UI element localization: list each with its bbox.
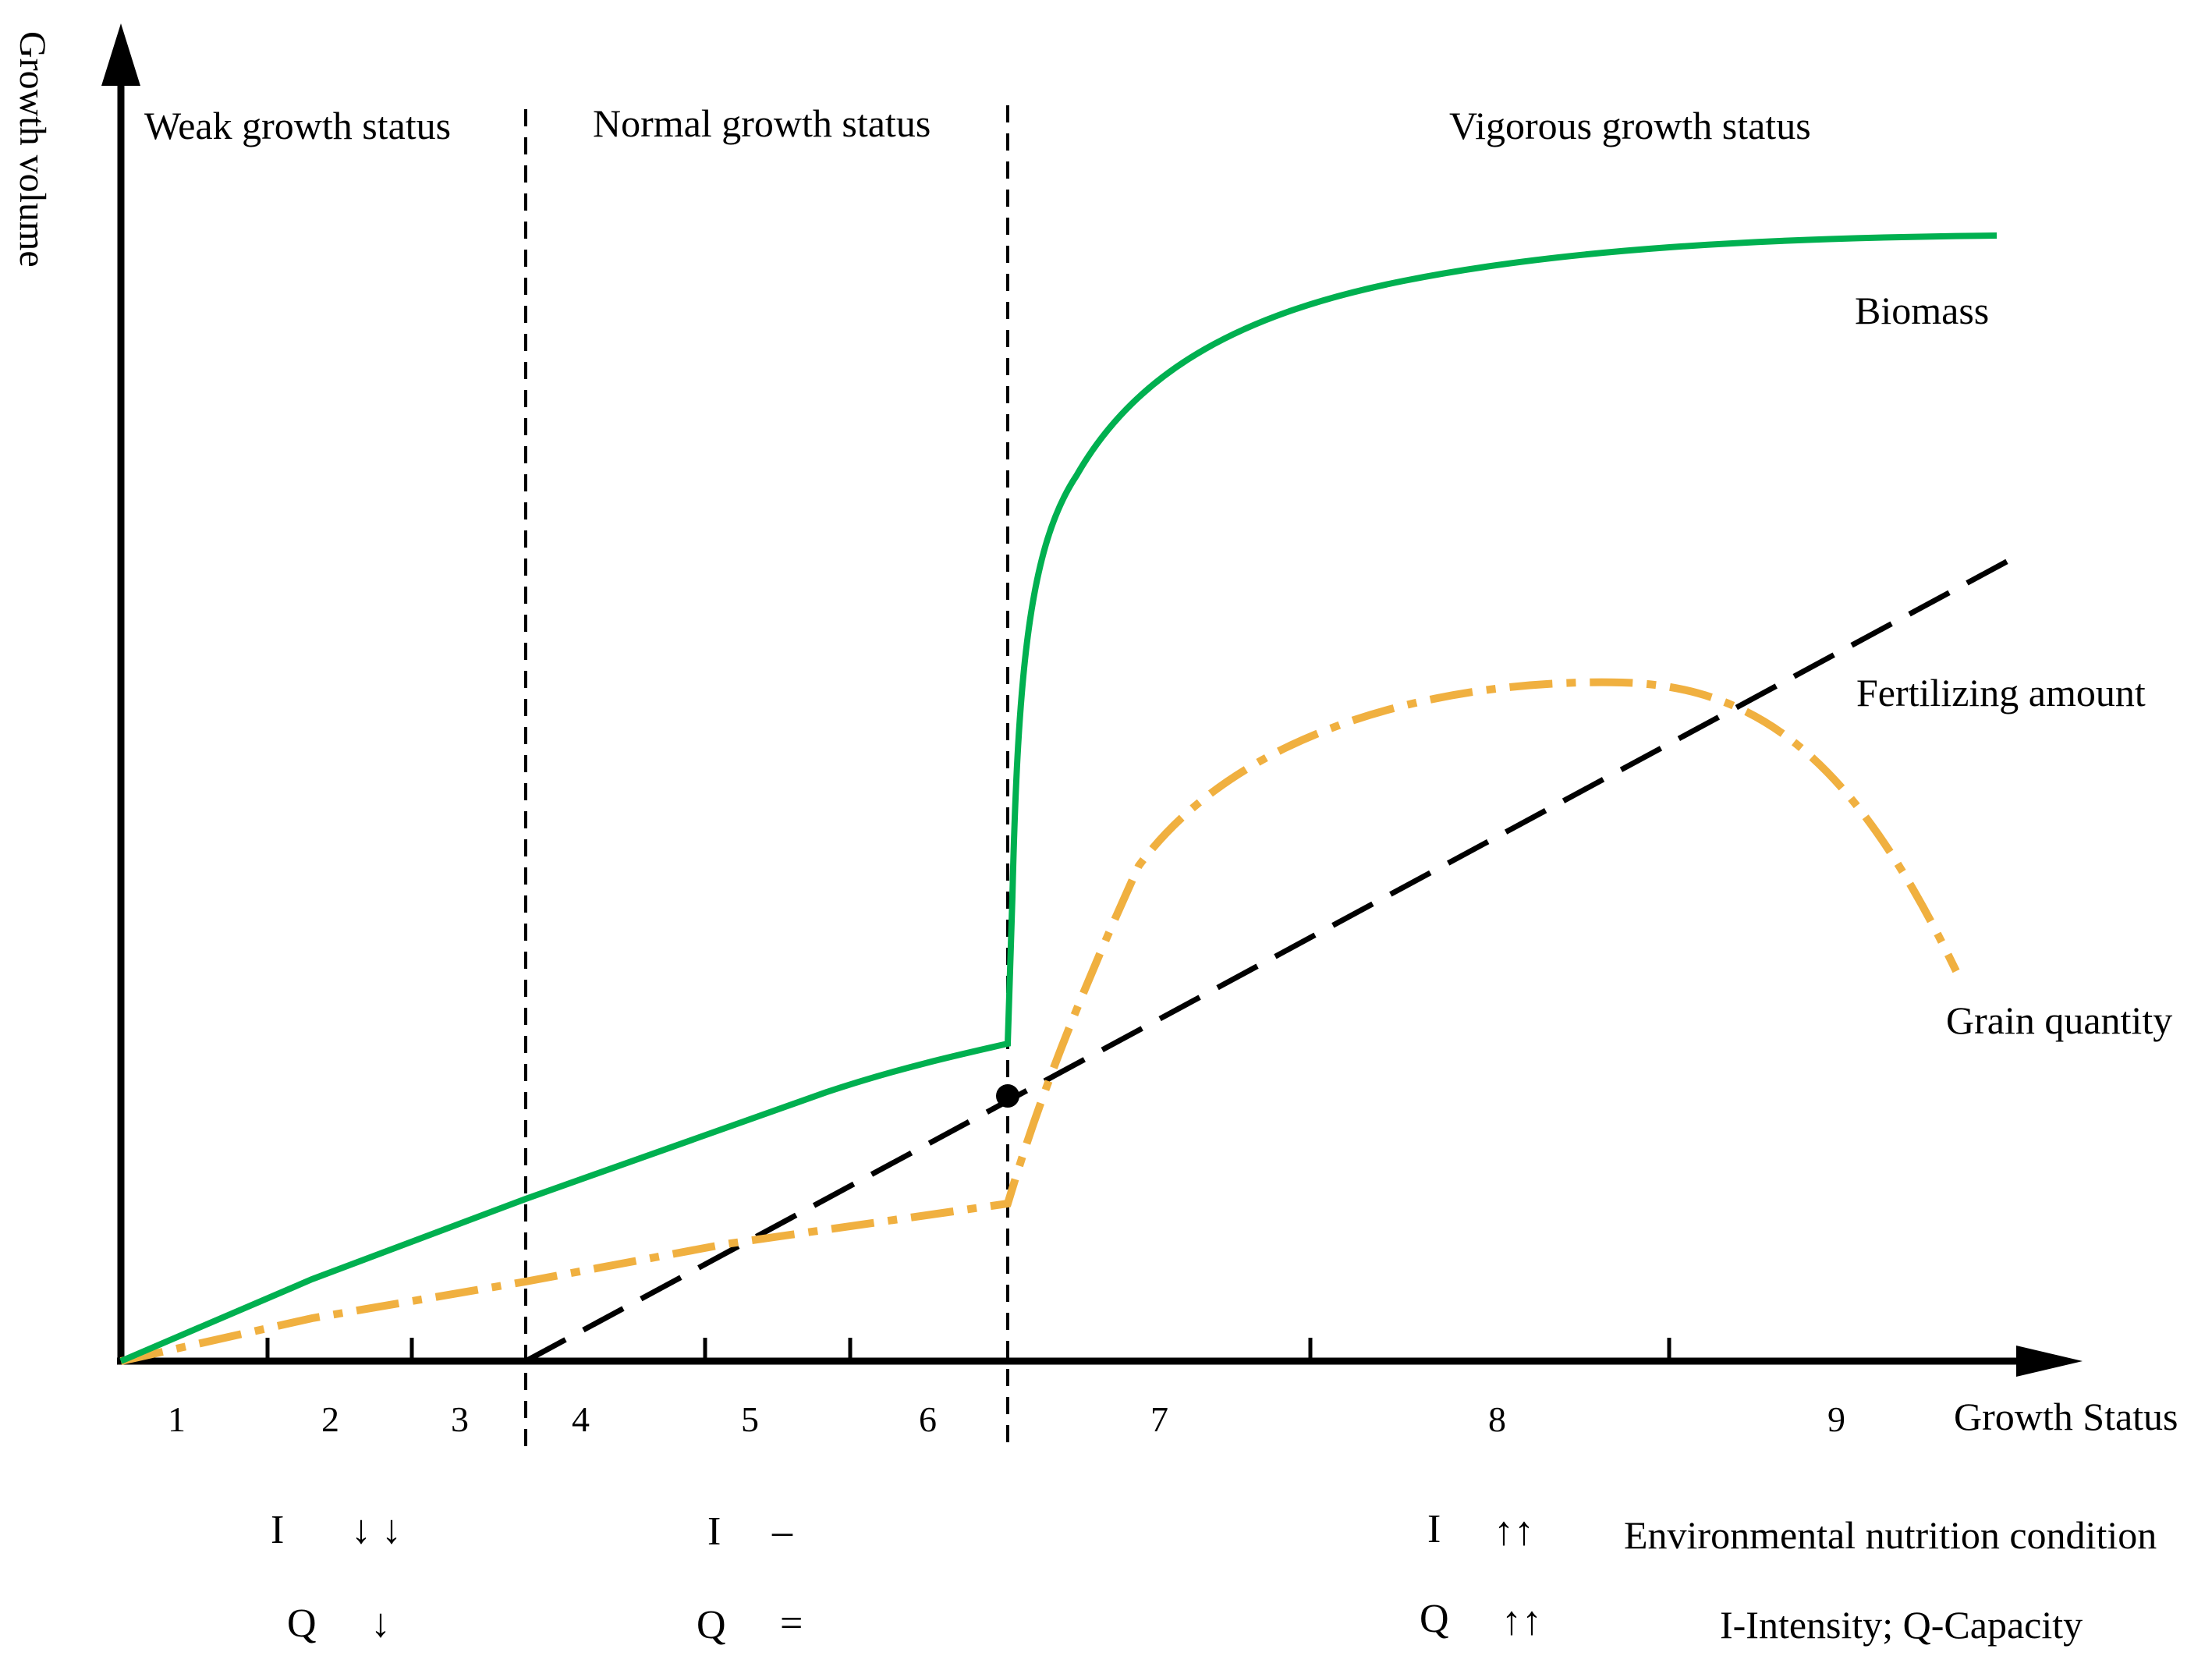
biomass-label: Biomass <box>1855 289 1989 332</box>
capacity-arrows: ↑↑ <box>1501 1599 1542 1643</box>
condition-vigorous: I ↑↑ Q ↑↑ <box>1420 1507 1542 1643</box>
biomass-curve <box>119 232 1998 1364</box>
x-tick-label: 2 <box>321 1399 339 1439</box>
capacity-symbol: Q <box>287 1601 317 1646</box>
x-axis-title: Growth Status <box>1954 1395 2178 1438</box>
intensity-symbol: I <box>1427 1507 1441 1551</box>
capacity-symbol: Q <box>697 1603 726 1647</box>
x-tick-label: 1 <box>168 1399 186 1439</box>
x-tick-label: 8 <box>1488 1399 1506 1439</box>
x-tick-label: 6 <box>919 1399 937 1439</box>
x-axis-ticks <box>265 1338 1671 1361</box>
grain-quantity-label: Grain quantity <box>1946 998 2172 1042</box>
x-tick-label: 9 <box>1827 1399 1845 1439</box>
fertilizing-amount-label: Fertilizing amount <box>1856 671 2146 714</box>
intersection-point <box>996 1084 1019 1108</box>
x-tick-label: 4 <box>572 1399 590 1439</box>
zone-label-weak: Weak growth status <box>144 104 451 147</box>
environmental-condition-note: Environmental nutrition condition <box>1624 1513 2157 1557</box>
intensity-capacity-definition: I-Intensity; Q-Capacity <box>1720 1603 2083 1647</box>
y-axis-arrowhead <box>101 23 140 86</box>
capacity-symbol: Q <box>1420 1597 1449 1641</box>
zone-label-normal: Normal growth status <box>593 101 931 145</box>
x-axis-arrowhead <box>2016 1346 2083 1377</box>
x-tick-label: 5 <box>741 1399 759 1439</box>
condition-weak: I ↓ ↓ Q ↓ <box>271 1508 402 1646</box>
x-tick-labels: 1 2 3 4 5 6 7 8 9 <box>168 1399 1845 1439</box>
zone-label-vigorous: Vigorous growth status <box>1449 104 1811 147</box>
intensity-arrows: – <box>771 1509 793 1554</box>
condition-normal: I – Q = <box>697 1509 803 1647</box>
grain-quantity-curve <box>119 678 1960 1365</box>
capacity-arrows: ↓ <box>370 1601 391 1646</box>
y-axis-title: Growth volume <box>12 31 53 268</box>
fertilizing-amount-curve <box>524 549 2026 1364</box>
intensity-symbol: I <box>707 1509 721 1554</box>
x-tick-label: 3 <box>451 1399 469 1439</box>
x-tick-label: 7 <box>1150 1399 1168 1439</box>
intensity-arrows: ↑↑ <box>1494 1509 1534 1554</box>
intensity-arrows: ↓ ↓ <box>351 1508 402 1552</box>
intensity-symbol: I <box>271 1508 284 1552</box>
capacity-arrows: = <box>780 1601 803 1646</box>
